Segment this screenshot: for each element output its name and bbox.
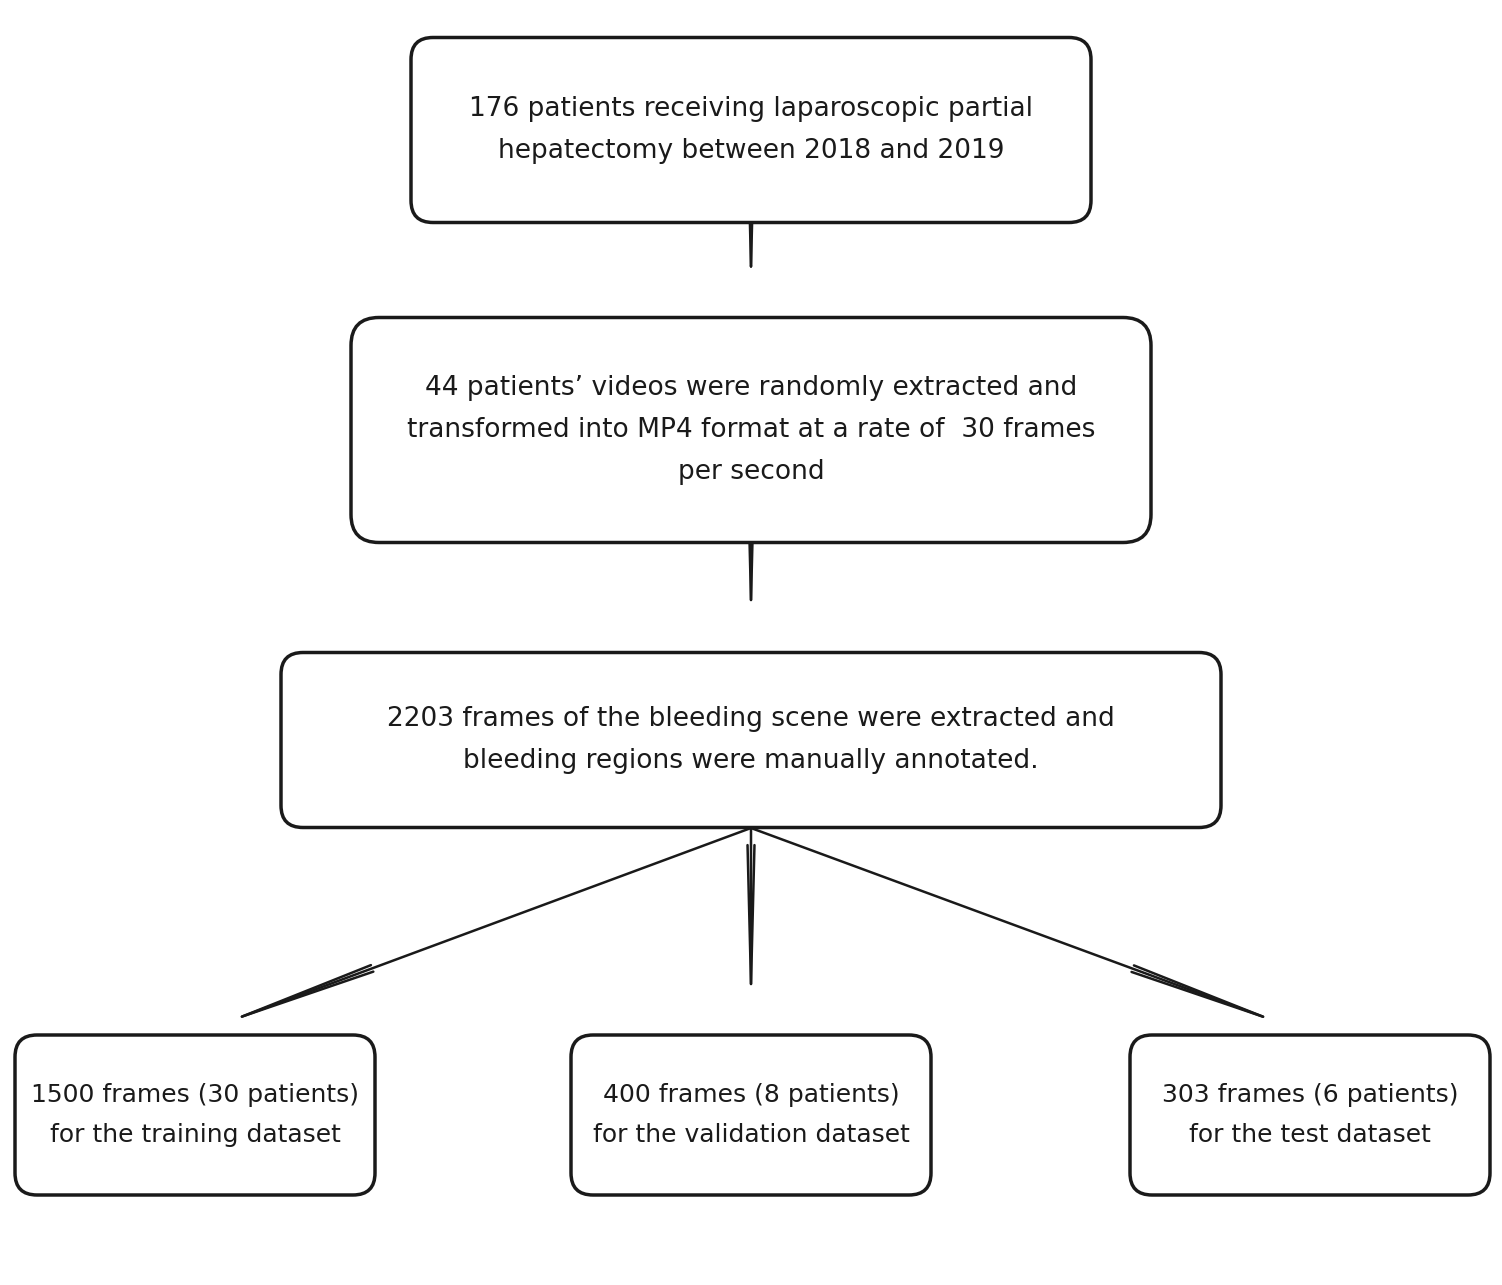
Text: 400 frames (8 patients)
for the validation dataset: 400 frames (8 patients) for the validati… — [593, 1083, 909, 1146]
Text: 176 patients receiving laparoscopic partial
hepatectomy between 2018 and 2019: 176 patients receiving laparoscopic part… — [469, 96, 1033, 164]
Text: 1500 frames (30 patients)
for the training dataset: 1500 frames (30 patients) for the traini… — [32, 1083, 359, 1146]
FancyBboxPatch shape — [351, 317, 1151, 542]
FancyBboxPatch shape — [1130, 1034, 1490, 1195]
FancyBboxPatch shape — [15, 1034, 375, 1195]
FancyBboxPatch shape — [571, 1034, 931, 1195]
Text: 44 patients’ videos were randomly extracted and
transformed into MP4 format at a: 44 patients’ videos were randomly extrac… — [407, 375, 1095, 484]
FancyBboxPatch shape — [281, 653, 1221, 828]
Text: 303 frames (6 patients)
for the test dataset: 303 frames (6 patients) for the test dat… — [1161, 1083, 1458, 1146]
Text: 2203 frames of the bleeding scene were extracted and
bleeding regions were manua: 2203 frames of the bleeding scene were e… — [388, 705, 1114, 774]
FancyBboxPatch shape — [412, 37, 1090, 222]
